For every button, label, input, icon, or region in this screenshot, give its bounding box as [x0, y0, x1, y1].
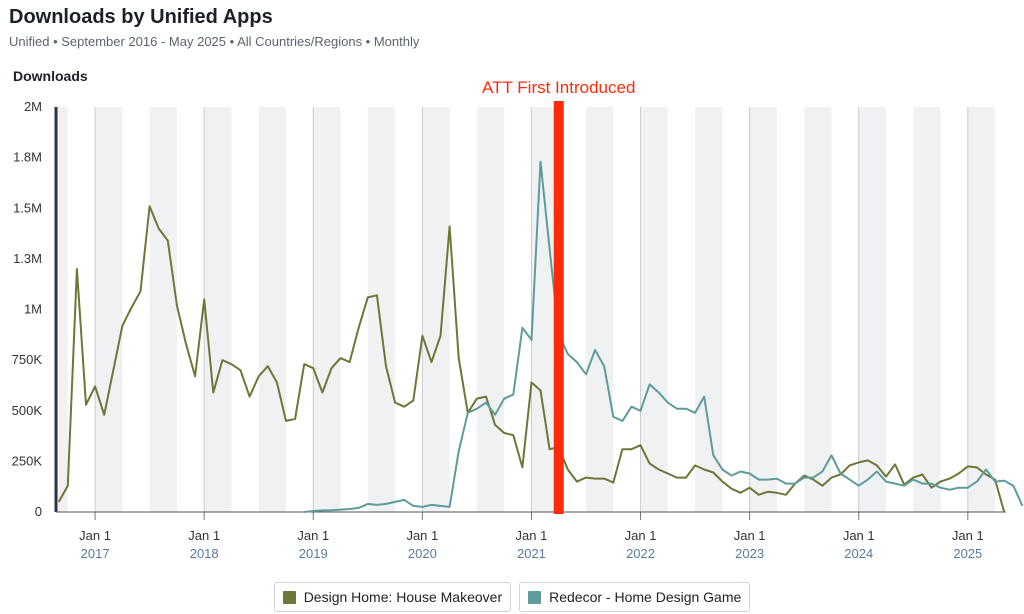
chart-subtitle: Unified • September 2016 - May 2025 • Al… [9, 34, 420, 49]
quarter-band [858, 107, 886, 512]
legend-item-1[interactable]: Design Home: House Makeover [273, 582, 512, 612]
x-tick-year: 2024 [844, 546, 873, 561]
x-tick-year: 2025 [953, 546, 982, 561]
quarter-band [476, 107, 505, 512]
quarter-band [56, 107, 68, 512]
x-tick-year: 2022 [626, 546, 655, 561]
x-tick-year: 2017 [81, 546, 110, 561]
quarter-band [422, 107, 450, 512]
quarter-band [695, 107, 723, 512]
y-tick-label: 1.8M [13, 150, 42, 165]
x-tick-year: 2020 [408, 546, 437, 561]
series-line-1 [57, 205, 1006, 513]
y-tick-label: 750K [12, 352, 43, 367]
quarter-band [258, 107, 286, 512]
legend-swatch [282, 590, 296, 604]
legend-item-2[interactable]: Redecor - Home Design Game [519, 582, 751, 612]
x-tick-year: 2019 [299, 546, 328, 561]
quarter-band [967, 107, 996, 512]
quarter-band [640, 107, 668, 512]
quarter-band [149, 107, 177, 512]
x-tick-label: Jan 1 [406, 528, 438, 543]
y-tick-label: 0 [35, 504, 42, 519]
chart-legend: Design Home: House Makeover Redecor - Hom… [0, 582, 1024, 612]
series-line-2 [304, 160, 1024, 513]
x-tick-year: 2023 [735, 546, 764, 561]
legend-swatch [528, 590, 542, 604]
x-tick-year: 2018 [190, 546, 219, 561]
quarter-band [913, 107, 941, 512]
x-tick-year: 2021 [517, 546, 546, 561]
x-tick-label: Jan 1 [734, 528, 766, 543]
quarter-band [804, 107, 832, 512]
quarter-band [204, 107, 232, 512]
x-tick-label: Jan 1 [297, 528, 329, 543]
chart-title: Downloads by Unified Apps [9, 6, 273, 28]
y-axis-label: Downloads [13, 68, 88, 84]
att-annotation-line [553, 101, 564, 514]
quarter-band [95, 107, 123, 512]
y-tick-label: 1M [24, 302, 42, 317]
x-tick-label: Jan 1 [625, 528, 657, 543]
x-tick-label: Jan 1 [79, 528, 111, 543]
quarter-band [586, 107, 614, 512]
quarter-band [367, 107, 396, 512]
line-chart: 0 250K 500K 750K 1M 1.3M 1.5M 1.8M 2M Jan 1 2017 Ja… [12, 78, 1024, 561]
legend-label: Redecor - Home Design Game [549, 589, 742, 605]
y-tick-label: 500K [12, 403, 43, 418]
quarter-band [749, 107, 777, 512]
y-tick-label: 1.3M [13, 251, 42, 266]
x-tick-label: Jan 1 [516, 528, 548, 543]
x-tick-label: Jan 1 [952, 528, 984, 543]
att-annotation-label: ATT First Introduced [482, 78, 635, 97]
y-tick-label: 2M [24, 99, 42, 114]
legend-label: Design Home: House Makeover [303, 589, 503, 605]
x-tick-label: Jan 1 [843, 528, 875, 543]
quarter-band [313, 107, 341, 512]
y-tick-label: 250K [12, 453, 43, 468]
y-tick-label: 1.5M [13, 200, 42, 215]
x-tick-label: Jan 1 [188, 528, 220, 543]
